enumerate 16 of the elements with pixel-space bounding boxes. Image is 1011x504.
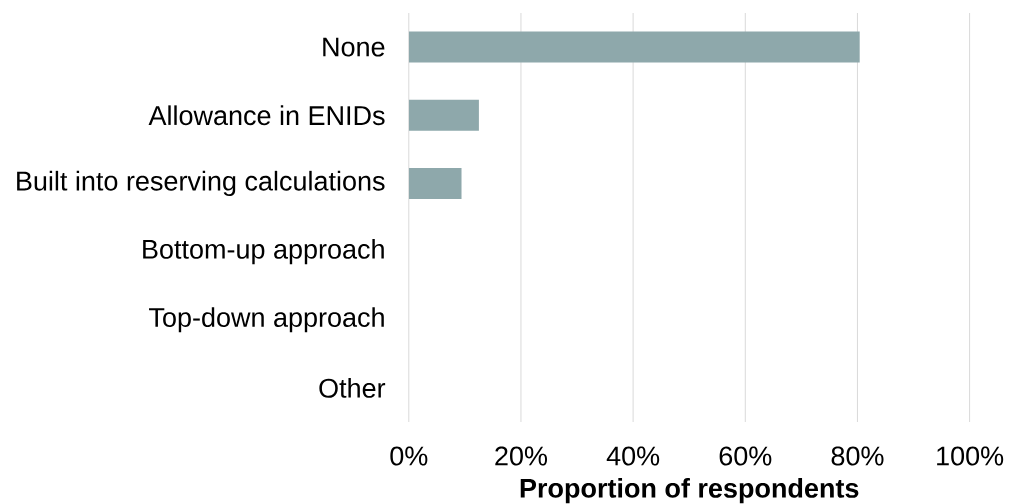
x-tick-label: 0% — [390, 446, 428, 466]
y-tick-label: Allowance in ENIDs — [148, 105, 385, 126]
bar — [408, 99, 479, 131]
x-axis-title: Proportion of respondents — [520, 477, 859, 504]
x-tick-label: 60% — [719, 446, 772, 466]
y-tick-label: Other — [319, 378, 386, 398]
y-tick-label: Built into reserving calculations — [17, 170, 385, 197]
x-tick-label: 40% — [606, 446, 660, 466]
y-tick-label: None — [323, 37, 385, 57]
y-tick-label: Bottom-up approach — [143, 239, 384, 265]
bar — [408, 167, 462, 199]
x-tick-label: 80% — [831, 446, 884, 466]
bar — [408, 31, 860, 63]
y-tick-label: Top-down approach — [149, 307, 384, 333]
x-tick-label: 20% — [495, 446, 548, 466]
x-tick-label: 100% — [937, 446, 1004, 466]
